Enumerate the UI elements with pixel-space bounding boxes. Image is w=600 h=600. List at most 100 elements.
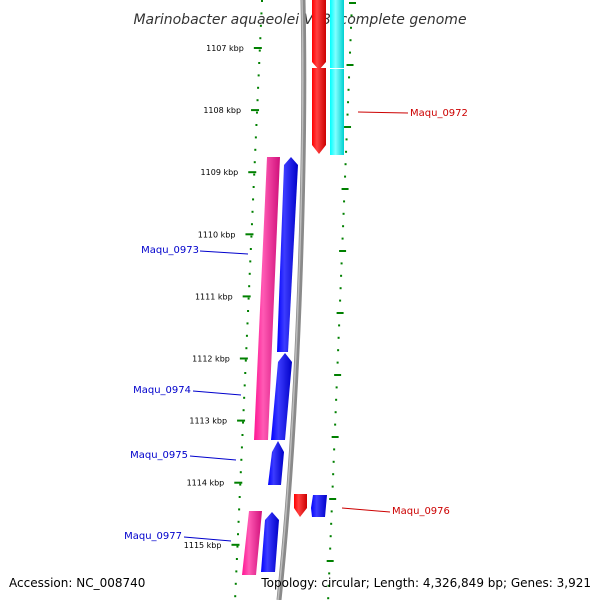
inner-ring-dot	[259, 37, 262, 40]
inner-ring-dot	[252, 198, 255, 201]
inner-ring-dot	[257, 86, 260, 89]
inner-ring-dot	[255, 111, 258, 114]
outer-ring-dot	[345, 150, 348, 153]
inner-ring-dot	[252, 186, 255, 188]
outer-ring-dot	[330, 510, 333, 513]
map-title: Marinobacter aquaeolei VT8, complete gen…	[133, 12, 466, 28]
outer-ring-dot	[338, 324, 341, 327]
gene-maqu-0977[interactable]	[261, 512, 279, 572]
outer-ring-dot	[350, 26, 353, 29]
label-maqu-0977[interactable]: Maqu_0977	[124, 531, 182, 542]
outer-ring-major-tick	[331, 436, 339, 438]
outer-ring-dot	[330, 522, 333, 525]
outer-ring-dot	[348, 76, 351, 79]
gene-maqu-0974[interactable]	[271, 353, 292, 440]
inner-ring-dot	[240, 446, 243, 449]
inner-ring-dot	[250, 223, 253, 226]
tick-label: 1113 kbp	[189, 417, 227, 426]
inner-ring-dot	[239, 483, 242, 486]
outer-ring-dot	[341, 237, 344, 240]
inner-ring-dot	[234, 582, 237, 585]
tick-label: 1108 kbp	[203, 106, 241, 115]
rna-maqu-0973[interactable]	[254, 157, 280, 440]
outer-ring-dot	[335, 386, 338, 389]
position-ticks: 1107 kbp 1108 kbp 1109 kbp 1110 kbp 1111 kbp…	[184, 44, 262, 550]
outer-ring-dot	[342, 225, 345, 228]
tick-label: 1109 kbp	[201, 168, 239, 177]
label-maqu-0975[interactable]: Maqu_0975	[130, 450, 188, 461]
gene-maqu-0972-upper[interactable]	[312, 0, 326, 70]
outer-ring-dot	[345, 138, 348, 141]
outer-ring-major-tick	[326, 560, 334, 562]
outer-ring-dot	[347, 101, 350, 104]
inner-ring-dot	[240, 458, 243, 461]
outer-ring-dot	[339, 287, 342, 290]
outer-ring-dot	[329, 547, 332, 550]
tick-mark	[231, 543, 240, 546]
label-maqu-0973[interactable]: Maqu_0973	[141, 245, 199, 256]
label-maqu-0974[interactable]: Maqu_0974	[133, 385, 191, 396]
rna-reverse[interactable]	[330, 69, 344, 155]
tick-mark	[248, 171, 257, 174]
tick-mark	[234, 481, 243, 484]
genome-summary-text: Topology: circular; Length: 4,326,849 bp…	[260, 576, 591, 590]
gene-maqu-0976-red[interactable]	[294, 494, 307, 517]
inner-ring-dot	[245, 334, 248, 337]
inner-ring-dot	[257, 74, 260, 77]
gene-maqu-0973[interactable]	[277, 157, 298, 352]
rna-reverse-upper[interactable]	[330, 0, 344, 68]
outer-ring-major-tick	[344, 126, 352, 128]
inner-ring-dot	[248, 272, 251, 275]
outer-ring-dot	[343, 200, 346, 203]
label-maqu-0976[interactable]: Maqu_0976	[392, 506, 450, 517]
outer-ring-dot	[344, 175, 347, 178]
outer-ring-dot	[337, 336, 340, 339]
outer-ring-dot	[344, 163, 347, 166]
outer-ring-dot	[337, 349, 340, 352]
outer-ring-dot	[339, 299, 342, 302]
outer-ring-major-tick	[334, 374, 342, 376]
outer-ring-dot	[334, 423, 337, 426]
outer-ring-dot	[336, 361, 339, 364]
inner-ring-dot	[235, 558, 238, 560]
callout-line-maqu-0977	[183, 536, 232, 542]
inner-ring-dot	[259, 24, 262, 27]
gene-maqu-0972[interactable]	[312, 68, 326, 154]
inner-ring-dot	[246, 322, 249, 325]
rna-maqu-0977[interactable]	[242, 511, 262, 575]
outer-ring-dot	[327, 597, 330, 600]
tick-mark	[245, 233, 254, 236]
gene-maqu-0975[interactable]	[268, 441, 284, 485]
inner-ring-dot	[236, 545, 239, 548]
tick-label: 1111 kbp	[195, 292, 233, 301]
outer-ring-major-tick	[346, 64, 354, 66]
inner-ring-dot	[235, 570, 238, 573]
inner-ring-dot	[253, 173, 256, 176]
tick-label: 1114 kbp	[187, 479, 225, 488]
genome-backbone-highlight	[277, 0, 304, 600]
outer-ring-dot	[335, 398, 338, 401]
outer-ring-major-tick	[336, 312, 344, 314]
inner-ring-dot	[241, 434, 244, 436]
outer-ring-dot	[347, 88, 350, 91]
inner-ring-dot	[234, 595, 237, 598]
accession-text: Accession: NC_008740	[9, 576, 145, 590]
inner-ring-dot	[239, 471, 242, 474]
tick-label: 1115 kbp	[184, 541, 222, 550]
inner-ring-dot	[255, 124, 258, 126]
genome-backbone	[276, 0, 307, 600]
inner-ring-dot	[256, 99, 259, 102]
tick-ring-outer	[326, 2, 356, 600]
outer-ring-dot	[334, 411, 337, 414]
outer-ring-major-tick	[341, 188, 349, 190]
inner-ring-dot	[248, 285, 251, 288]
inner-ring-dot	[254, 136, 257, 139]
callout-line-maqu-0973	[199, 250, 249, 255]
label-maqu-0972[interactable]: Maqu_0972	[410, 108, 468, 119]
inner-ring-dot	[244, 372, 247, 374]
outer-ring-major-tick	[349, 2, 356, 4]
gene-maqu-0976[interactable]	[311, 495, 327, 517]
outer-ring-dot	[349, 39, 352, 42]
callout-line-maqu-0972	[357, 111, 409, 114]
